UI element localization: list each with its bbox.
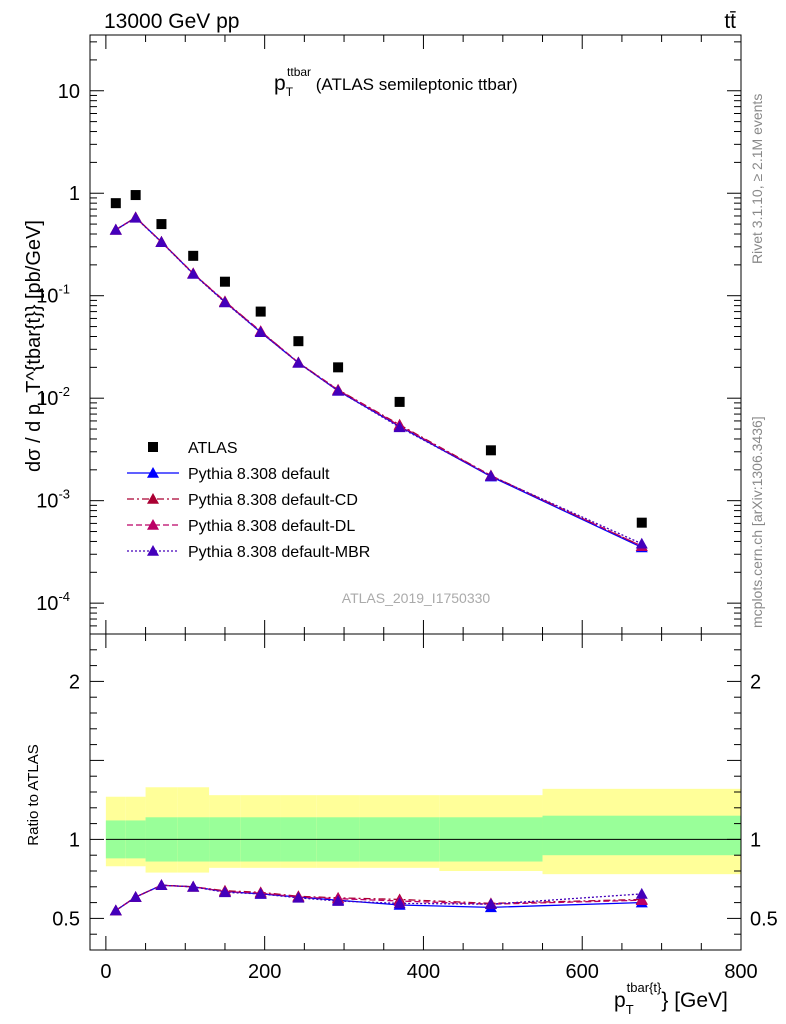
series-point-mbr: [484, 470, 497, 481]
x-tick-label: 400: [407, 961, 440, 983]
series-point-mbr: [393, 421, 406, 433]
legend-label-default: Pythia 8.308 default: [188, 466, 330, 483]
uncertainty-band-inner: [542, 815, 741, 856]
legend-marker-cd: [147, 493, 159, 504]
data-point-atlas: [485, 445, 496, 456]
data-point-atlas: [130, 190, 141, 201]
ratio-panel: 0.5 0.5 1 1 2 2 0 200 400 600 800: [52, 633, 778, 983]
y-tick-label-ratio: 2: [69, 671, 80, 693]
series-point-mbr: [187, 267, 200, 279]
legend-label-data: ATLAS: [188, 440, 238, 457]
y-axis-label-main: dσ / d p_T^{tbar{t}} [pb/GeV]: [23, 220, 45, 472]
mcplots-label: mcplots.cern.ch [arXiv:1306.3436]: [749, 416, 765, 628]
main-panel: 10-4 10-3 10-2 10-1 1 10: [36, 34, 742, 635]
y-tick-label-ratio: 0.5: [52, 908, 80, 930]
legend-label-mbr: Pythia 8.308 default-MBR: [188, 544, 370, 561]
ratio-point-mbr: [129, 891, 142, 902]
series-point-mbr: [332, 384, 345, 396]
x-tick-label: 600: [566, 961, 599, 983]
analysis-label: ATLAS_2019_I1750330: [342, 590, 491, 606]
legend: ATLAS Pythia 8.308 default Pythia 8.308 de…: [127, 440, 370, 561]
ratio-point-mbr: [484, 898, 497, 909]
series-point-mbr: [129, 211, 142, 223]
legend-label-dl: Pythia 8.308 default-DL: [188, 518, 355, 535]
series-point-mbr: [155, 236, 168, 247]
series-point-mbr: [292, 356, 305, 368]
ratio-point-mbr: [187, 880, 200, 892]
ratio-point-mbr: [393, 897, 406, 909]
y-tick-label-main: 10-1: [36, 282, 70, 308]
data-point-atlas: [156, 219, 167, 230]
ratio-point-mbr: [635, 887, 648, 899]
ratio-point-mbr: [109, 904, 122, 916]
y-tick-label-main: 10-4: [36, 589, 70, 615]
y-tick-label-main: 1: [69, 183, 80, 205]
x-tick-label: 200: [248, 961, 281, 983]
ratio-point-mbr: [155, 879, 168, 891]
ratio-point-dl: [635, 894, 648, 906]
energy-label: 13000 GeV pp: [104, 10, 239, 33]
ratio-point-mbr: [292, 891, 305, 903]
data-point-atlas: [394, 396, 405, 407]
plot-title: pTttbar (ATLAS semileptonic ttbar): [274, 65, 518, 99]
y-tick-label-main: 10-3: [36, 487, 70, 513]
legend-marker-mbr: [147, 545, 159, 556]
series-point-mbr: [218, 296, 231, 308]
y-tick-label-main: 10: [58, 81, 80, 103]
series-point-mbr: [109, 223, 122, 235]
x-axis-label: pTtbar{t}} [GeV]: [614, 980, 728, 1017]
y-tick-label-ratio-right: 1: [750, 829, 761, 851]
data-point-atlas: [293, 336, 304, 347]
x-tick-label: 800: [724, 961, 757, 983]
process-label: tt̄: [724, 10, 736, 33]
legend-label-cd: Pythia 8.308 default-CD: [188, 492, 358, 509]
legend-marker-dl: [147, 519, 159, 530]
data-point-atlas: [255, 306, 266, 317]
data-point-atlas: [636, 517, 647, 528]
series-point-mbr: [254, 326, 267, 338]
ratio-point-mbr: [218, 886, 231, 898]
series-point-mbr: [635, 537, 648, 549]
data-point-atlas: [188, 250, 199, 261]
ratio-point-mbr: [254, 887, 267, 899]
legend-marker-atlas: [148, 442, 158, 452]
data-point-atlas: [110, 198, 121, 209]
legend-marker-default: [147, 467, 159, 478]
y-tick-label-ratio-right: 2: [750, 671, 761, 693]
y-axis-label-ratio: Ratio to ATLAS: [25, 744, 42, 845]
y-tick-label-ratio: 1: [69, 829, 80, 851]
y-tick-label-main: 10-2: [36, 384, 70, 410]
rivet-version-label: Rivet 3.1.10, ≥ 2.1M events: [749, 94, 765, 264]
data-point-atlas: [219, 276, 230, 287]
x-tick-label: 0: [100, 961, 111, 983]
data-point-atlas: [333, 362, 344, 373]
y-tick-label-ratio-right: 0.5: [750, 908, 778, 930]
ratio-point-mbr: [332, 895, 345, 906]
